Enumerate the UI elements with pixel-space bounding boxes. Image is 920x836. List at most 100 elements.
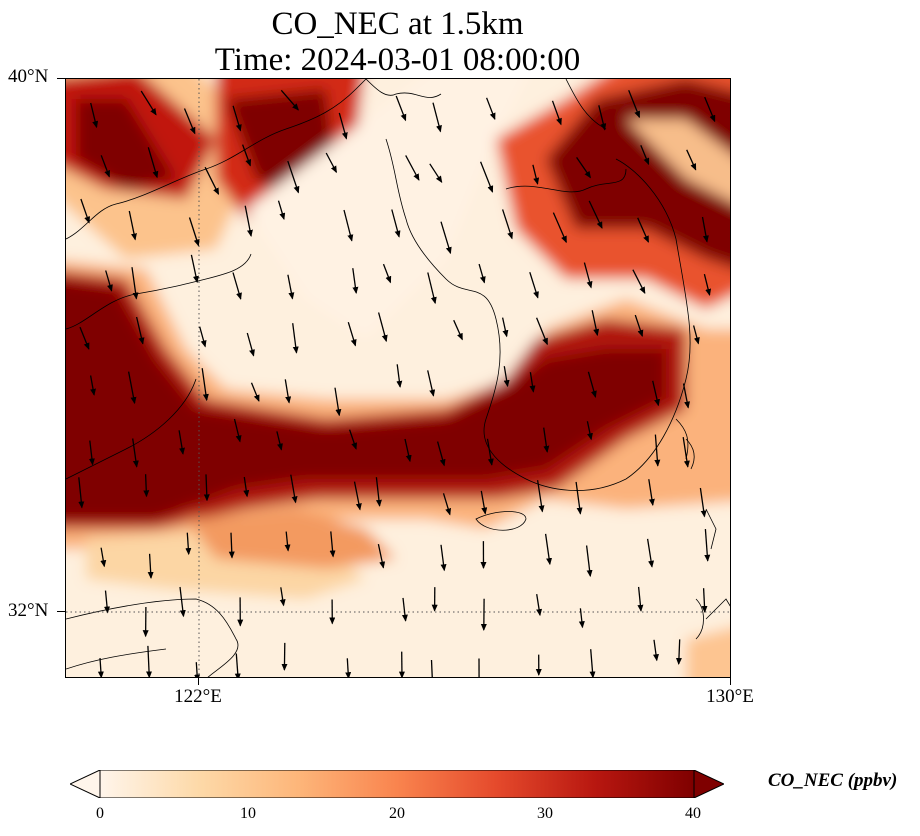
map-title-line1: CO_NEC at 1.5km: [271, 6, 524, 42]
wind-arrow: [682, 437, 690, 468]
wind-arrow: [486, 438, 494, 466]
wind-arrow: [405, 155, 420, 181]
wind-arrow: [279, 587, 286, 607]
wind-arrow: [442, 493, 452, 516]
lat-tick-32n: [57, 611, 65, 612]
wind-arrow: [204, 166, 220, 195]
wind-arrow: [377, 543, 386, 569]
wind-arrow: [228, 532, 235, 559]
wind-arrow: [353, 481, 362, 511]
wind-arrow: [183, 108, 196, 135]
wind-arrow: [429, 163, 443, 184]
wind-arrow: [704, 96, 716, 123]
map-panel: [65, 78, 731, 678]
wind-arrow: [232, 105, 242, 132]
wind-arrow: [430, 659, 433, 677]
wind-arrow: [292, 323, 299, 354]
wind-arrow: [132, 438, 139, 468]
wind-arrow: [588, 200, 603, 229]
wind-arrow: [284, 379, 292, 404]
wind-arrow: [234, 653, 241, 677]
lat-tick-40n: [57, 78, 65, 79]
wind-arrow: [585, 545, 593, 578]
wind-arrow: [675, 639, 682, 665]
wind-arrow: [241, 144, 252, 167]
wind-arrow: [440, 544, 447, 572]
wind-arrow: [701, 588, 708, 613]
wind-arrow: [135, 316, 145, 345]
lon-tick-label-122e: 122°E: [174, 686, 222, 707]
wind-arrow: [79, 326, 90, 350]
gridlines: [66, 79, 730, 677]
wind-arrow: [552, 212, 567, 244]
wind-vectors: [78, 89, 716, 677]
wind-arrow: [100, 155, 110, 178]
wind-arrow: [479, 161, 494, 193]
lon-tick-122e: [198, 678, 199, 685]
wind-arrow: [329, 531, 336, 558]
wind-arrow: [131, 267, 139, 300]
wind-arrow: [703, 273, 712, 296]
colorbar: [70, 770, 724, 798]
wind-arrow: [179, 586, 186, 618]
wind-arrow: [201, 368, 209, 402]
wind-arrow: [97, 658, 104, 677]
wind-arrow: [529, 372, 536, 393]
wind-arrow: [529, 272, 539, 299]
wind-arrow: [140, 90, 157, 116]
wind-arrow: [89, 375, 96, 396]
colorbar-tick-20: 20: [389, 805, 405, 822]
wind-arrow: [453, 319, 463, 341]
wind-arrow: [246, 332, 255, 357]
wind-arrow: [654, 434, 661, 467]
wind-arrow: [391, 209, 401, 238]
wind-arrow: [536, 593, 543, 617]
wind-arrow: [276, 431, 283, 451]
wind-arrow: [345, 658, 352, 677]
wind-arrow: [143, 474, 150, 498]
wind-arrow: [104, 590, 111, 614]
wind-arrow: [78, 477, 85, 509]
wind-arrow: [280, 89, 299, 111]
wind-arrow: [100, 547, 107, 568]
wind-arrow: [178, 430, 185, 455]
wind-arrow: [147, 147, 159, 179]
wind-arrow: [188, 217, 200, 247]
wind-arrow: [194, 662, 201, 677]
wind-arrow: [128, 210, 137, 241]
colorbar-min-extend: [70, 770, 101, 798]
wind-arrow: [692, 325, 700, 345]
wind-arrow: [427, 272, 437, 305]
wind-arrow: [637, 586, 644, 612]
wind-arrow: [503, 366, 510, 388]
lon-tick-label-130e: 130°E: [706, 686, 754, 707]
wind-arrow: [277, 200, 286, 221]
wind-arrow: [375, 477, 382, 507]
colorbar-tick-30: 30: [537, 805, 553, 822]
wind-arrow: [244, 205, 253, 237]
wind-arrow: [501, 317, 509, 338]
wind-arrow: [653, 639, 659, 662]
wind-arrow: [404, 438, 412, 463]
wind-arrow: [652, 380, 660, 407]
wind-arrow: [203, 474, 210, 502]
wind-arrow: [90, 102, 99, 129]
wind-arrow: [352, 268, 359, 294]
wind-arrow: [634, 314, 644, 338]
wind-arrow: [88, 440, 95, 466]
wind-arrow: [686, 149, 697, 171]
wind-arrow: [699, 487, 707, 518]
wind-arrow: [485, 97, 496, 121]
wind-arrow: [501, 209, 514, 240]
wind-arrow: [589, 649, 596, 677]
wind-arrow: [146, 645, 153, 677]
wind-arrow: [575, 481, 583, 515]
colorbar-gradient: [99, 770, 695, 798]
wind-arrow: [334, 387, 342, 417]
wind-arrow: [199, 326, 207, 348]
wind-arrow: [591, 310, 600, 337]
wind-arrow: [598, 105, 607, 131]
wind-arrow: [243, 476, 250, 498]
wind-arrow: [348, 429, 358, 450]
lat-tick-label-32n: 32°N: [8, 600, 49, 621]
